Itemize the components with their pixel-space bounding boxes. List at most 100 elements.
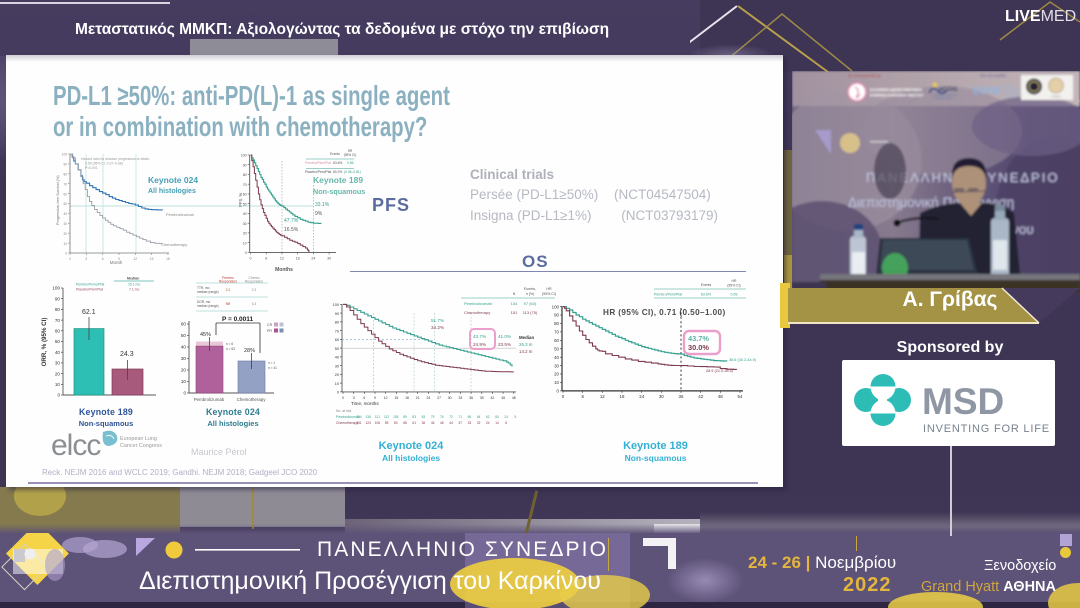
- svg-text:89: 89: [385, 421, 389, 425]
- svg-text:0.59: 0.59: [731, 293, 738, 297]
- svg-text:6.3: 6.3: [252, 302, 257, 306]
- svg-text:33.1%: 33.1%: [315, 202, 330, 208]
- svg-text:Keynote 189: Keynote 189: [623, 440, 688, 452]
- svg-text:24.3: 24.3: [120, 351, 134, 358]
- svg-text:6: 6: [102, 257, 104, 261]
- svg-text:0: 0: [557, 389, 560, 394]
- svg-text:Pembrolizumab: Pembrolizumab: [464, 301, 493, 306]
- svg-text:36: 36: [422, 421, 426, 425]
- svg-text:54: 54: [738, 394, 743, 399]
- svg-text:Progression-free Survival (%): Progression-free Survival (%): [56, 175, 60, 225]
- svg-text:10: 10: [554, 380, 559, 385]
- svg-text:62.1: 62.1: [82, 309, 96, 316]
- svg-text:83: 83: [412, 415, 416, 419]
- svg-text:ΕΛΕΜ: ΕΛΕΜ: [1052, 95, 1061, 99]
- svg-text:European Lung: European Lung: [120, 436, 157, 442]
- svg-text:24: 24: [504, 415, 508, 419]
- svg-text:90: 90: [63, 163, 67, 167]
- svg-text:(95% CI): (95% CI): [344, 153, 357, 157]
- svg-text:14.2 m: 14.2 m: [519, 349, 533, 354]
- svg-text:Keynote 024: Keynote 024: [206, 407, 260, 417]
- svg-text:Oncology Group: Oncology Group: [933, 96, 952, 100]
- svg-text:0: 0: [69, 257, 71, 261]
- svg-text:40: 40: [181, 345, 187, 350]
- svg-text:64: 64: [477, 415, 481, 419]
- svg-text:48: 48: [512, 396, 516, 400]
- svg-text:10: 10: [55, 382, 61, 387]
- svg-text:0: 0: [562, 394, 565, 399]
- svg-text:90: 90: [335, 312, 339, 316]
- svg-text:24.9%: 24.9%: [473, 342, 486, 347]
- svg-text:ΕΛΛΑΔΟΣ: ΕΛΛΑΔΟΣ: [1003, 95, 1016, 99]
- svg-text:30: 30: [335, 364, 339, 368]
- svg-text:ORR, % (95% CI): ORR, % (95% CI): [41, 318, 48, 367]
- svg-text:HR (95% CI), 0.71 (0.50–1.00): HR (95% CI), 0.71 (0.50–1.00): [603, 308, 726, 317]
- svg-text:47.7%: 47.7%: [284, 218, 299, 224]
- svg-text:30: 30: [243, 222, 247, 226]
- svg-text:ΕΤΑΙΡΕΙΑ: ΕΤΑΙΡΕΙΑ: [1003, 85, 1015, 89]
- svg-text:106: 106: [393, 415, 399, 419]
- svg-text:median (range): median (range): [197, 290, 219, 294]
- svg-text:10: 10: [63, 242, 67, 246]
- svg-text:Και την αιγίδα:: Και την αιγίδα:: [980, 73, 1007, 78]
- svg-text:21: 21: [416, 396, 420, 400]
- svg-text:eCOG: eCOG: [939, 86, 957, 93]
- svg-text:30: 30: [181, 356, 187, 361]
- svg-text:32: 32: [477, 421, 481, 425]
- svg-text:40: 40: [55, 350, 61, 355]
- svg-text:30: 30: [55, 361, 61, 366]
- svg-text:70: 70: [243, 183, 247, 187]
- svg-text:Time, months: Time, months: [351, 401, 379, 406]
- svg-text:24: 24: [486, 421, 490, 425]
- svg-text:113 (75): 113 (75): [523, 310, 538, 315]
- svg-text:Responders: Responders: [245, 280, 264, 284]
- svg-text:Pembro/Pem/Plat: Pembro/Pem/Plat: [654, 293, 682, 297]
- svg-text:100: 100: [241, 154, 247, 158]
- svg-text:Chemotherapy: Chemotherapy: [464, 310, 490, 315]
- svg-text:30: 30: [63, 222, 67, 226]
- svg-text:Chemotherapy: Chemotherapy: [161, 242, 187, 247]
- svg-text:30.0%: 30.0%: [688, 343, 709, 352]
- svg-text:6: 6: [581, 394, 584, 399]
- svg-text:42: 42: [698, 394, 703, 399]
- svg-text:Pembrolizumab: Pembrolizumab: [336, 415, 360, 419]
- svg-text:6: 6: [505, 421, 507, 425]
- svg-text:20: 20: [55, 371, 61, 376]
- svg-text:ΕΛΛΗΝΙΚΗ ΔΙΕΠΙΣΤΗΜΟΝΙΚΗ: ΕΛΛΗΝΙΚΗ ΔΙΕΠΙΣΤΗΜΟΝΙΚΗ: [870, 88, 922, 92]
- svg-text:154: 154: [356, 415, 362, 419]
- svg-text:14: 14: [495, 421, 499, 425]
- svg-text:3: 3: [353, 396, 355, 400]
- svg-text:50: 50: [335, 347, 339, 351]
- svg-text:70: 70: [335, 329, 339, 333]
- svg-text:50: 50: [55, 339, 61, 344]
- svg-text:10: 10: [243, 241, 247, 245]
- svg-text:40: 40: [243, 212, 247, 216]
- svg-text:50: 50: [63, 202, 67, 206]
- svg-text:60: 60: [55, 329, 61, 334]
- svg-text:51.7%: 51.7%: [431, 318, 444, 323]
- svg-text:83: 83: [394, 421, 398, 425]
- svg-text:2.2: 2.2: [226, 288, 231, 292]
- svg-text:HR: HR: [348, 149, 353, 153]
- svg-text:45%: 45%: [200, 332, 211, 338]
- svg-text:28%: 28%: [244, 348, 255, 354]
- svg-text:elcc: elcc: [51, 429, 101, 462]
- svg-text:No. at risk: No. at risk: [336, 409, 352, 413]
- svg-text:Month: Month: [110, 260, 123, 265]
- svg-text:0.56: 0.56: [347, 161, 354, 165]
- svg-text:18: 18: [405, 396, 409, 400]
- svg-text:All histologies: All histologies: [382, 453, 440, 463]
- svg-text:12: 12: [280, 256, 284, 260]
- svg-text:n = 63: n = 63: [226, 347, 235, 351]
- svg-text:(95% CI): (95% CI): [727, 284, 740, 288]
- svg-text:154: 154: [511, 301, 518, 306]
- svg-text:66: 66: [468, 415, 472, 419]
- svg-text:9%: 9%: [315, 211, 323, 217]
- svg-text:24: 24: [311, 256, 315, 260]
- svg-text:Events,: Events,: [524, 287, 536, 291]
- svg-text:20: 20: [63, 232, 67, 236]
- svg-text:37: 37: [458, 421, 462, 425]
- svg-text:7.1 mo: 7.1 mo: [129, 288, 139, 292]
- svg-text:15.1 mo: 15.1 mo: [128, 283, 140, 287]
- svg-text:Cancer Congress: Cancer Congress: [120, 443, 162, 449]
